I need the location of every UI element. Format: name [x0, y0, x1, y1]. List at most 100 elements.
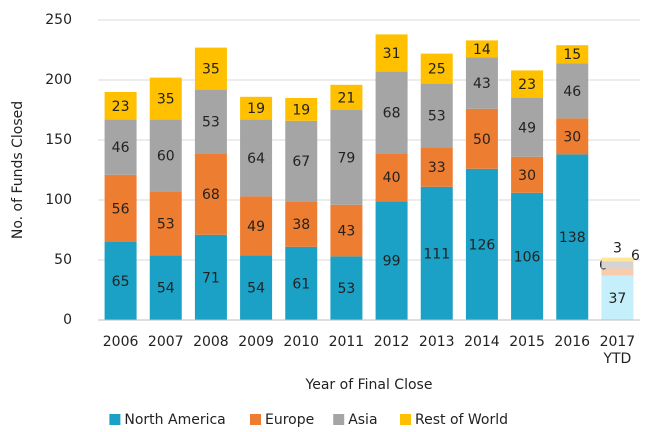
- data-label: 56: [112, 201, 130, 217]
- x-tick-label: 2007: [147, 334, 184, 350]
- data-label: 53: [202, 114, 220, 130]
- data-label: 106: [514, 249, 541, 265]
- data-label: 68: [202, 187, 220, 203]
- data-label: 46: [563, 84, 581, 100]
- bar-segment: [511, 70, 544, 98]
- bar-segment: [330, 110, 363, 205]
- bar-segment: [285, 120, 318, 202]
- legend-label: Europe: [265, 412, 314, 428]
- legend-swatch: [333, 414, 345, 425]
- data-label: 35: [157, 92, 175, 108]
- data-label: 49: [247, 219, 265, 235]
- legend-label: Rest of World: [415, 412, 508, 428]
- data-label: 46: [112, 140, 130, 156]
- bar-segment: [240, 119, 273, 197]
- bar-segment: [194, 153, 227, 235]
- data-label: 53: [157, 216, 175, 232]
- data-label: 67: [292, 154, 310, 170]
- bar-segment: [601, 261, 634, 269]
- data-label: 49: [518, 120, 536, 136]
- bar-segment: [285, 246, 318, 320]
- data-label: 6: [631, 248, 640, 264]
- legend-label: North America: [124, 412, 225, 428]
- bar-segment: [194, 89, 227, 154]
- data-label: 61: [292, 276, 310, 292]
- bar-segment: [240, 255, 273, 320]
- data-label: 54: [157, 281, 175, 297]
- bar-segment: [375, 71, 408, 154]
- bar-segment: [104, 174, 137, 242]
- legend-swatch: [400, 414, 411, 425]
- bar-segment: [511, 192, 544, 320]
- data-label: 60: [157, 149, 175, 165]
- data-label: 30: [563, 129, 581, 145]
- data-label: 19: [292, 102, 310, 118]
- x-tick-label: 2012: [373, 334, 410, 350]
- data-label: 111: [423, 246, 450, 262]
- bar-segment: [556, 63, 589, 119]
- y-tick-label: 50: [54, 252, 72, 268]
- y-axis-title: No. of Funds Closed: [10, 101, 26, 239]
- bar-segment: [285, 98, 318, 121]
- bar-segment: [465, 57, 498, 109]
- bar-segment: [601, 275, 634, 320]
- data-label: 40: [383, 170, 401, 186]
- bar-segment: [330, 84, 363, 110]
- bar-segment: [556, 154, 589, 320]
- data-label: 23: [112, 99, 130, 115]
- data-label: 21: [338, 90, 356, 106]
- x-tick-label: 2010: [283, 334, 320, 350]
- bar-segment: [149, 191, 182, 256]
- y-tick-label: 0: [63, 312, 72, 328]
- bar-segment: [330, 256, 363, 320]
- data-label: 23: [518, 77, 536, 93]
- y-tick-label: 250: [45, 12, 72, 28]
- x-tick-label: 2014: [464, 334, 500, 350]
- x-tick-label: 2013: [418, 334, 455, 350]
- data-label: 30: [518, 168, 536, 184]
- x-tick-label: 2017 YTD: [599, 334, 636, 367]
- data-label: 68: [383, 105, 401, 121]
- bar-segment: [511, 156, 544, 193]
- bar-segment: [420, 186, 453, 320]
- bar-segment: [375, 34, 408, 72]
- bar-segment: [240, 96, 273, 120]
- bar-segment: [601, 257, 634, 262]
- bar-segment: [465, 40, 498, 58]
- bar-segment: [465, 168, 498, 320]
- bar-segment: [556, 118, 589, 155]
- data-label: 126: [469, 237, 496, 253]
- x-tick-label: 2011: [328, 334, 365, 350]
- data-label: 99: [383, 254, 401, 270]
- bar-segment: [601, 268, 634, 276]
- data-label: 79: [338, 150, 356, 166]
- bar-segment: [375, 201, 408, 320]
- legend-swatch: [250, 414, 261, 425]
- data-label: 15: [563, 47, 581, 63]
- bar-segment: [149, 119, 182, 192]
- data-label: 43: [473, 76, 491, 92]
- bar-segment: [465, 108, 498, 169]
- bar-segment: [194, 234, 227, 320]
- data-label: 31: [383, 46, 401, 62]
- bar-segment: [330, 204, 363, 257]
- data-label: 25: [428, 62, 446, 78]
- data-label: 50: [473, 132, 491, 148]
- legend-label: Asia: [348, 412, 377, 428]
- bar-segment: [375, 153, 408, 202]
- bar-segment: [285, 201, 318, 247]
- data-label: 33: [428, 160, 446, 176]
- data-label: 14: [473, 42, 491, 58]
- bar-segment: [511, 98, 544, 157]
- y-tick-label: 150: [45, 132, 72, 148]
- x-axis-title: Year of Final Close: [305, 377, 433, 393]
- y-tick-label: 200: [45, 72, 72, 88]
- data-label: 3: [613, 241, 622, 257]
- bar-segment: [556, 45, 589, 64]
- data-label: 65: [112, 274, 130, 290]
- x-tick-label: 2016: [554, 334, 591, 350]
- bar-segment: [240, 196, 273, 256]
- legend-swatch: [109, 414, 121, 425]
- x-tick-label: 2009: [238, 334, 274, 350]
